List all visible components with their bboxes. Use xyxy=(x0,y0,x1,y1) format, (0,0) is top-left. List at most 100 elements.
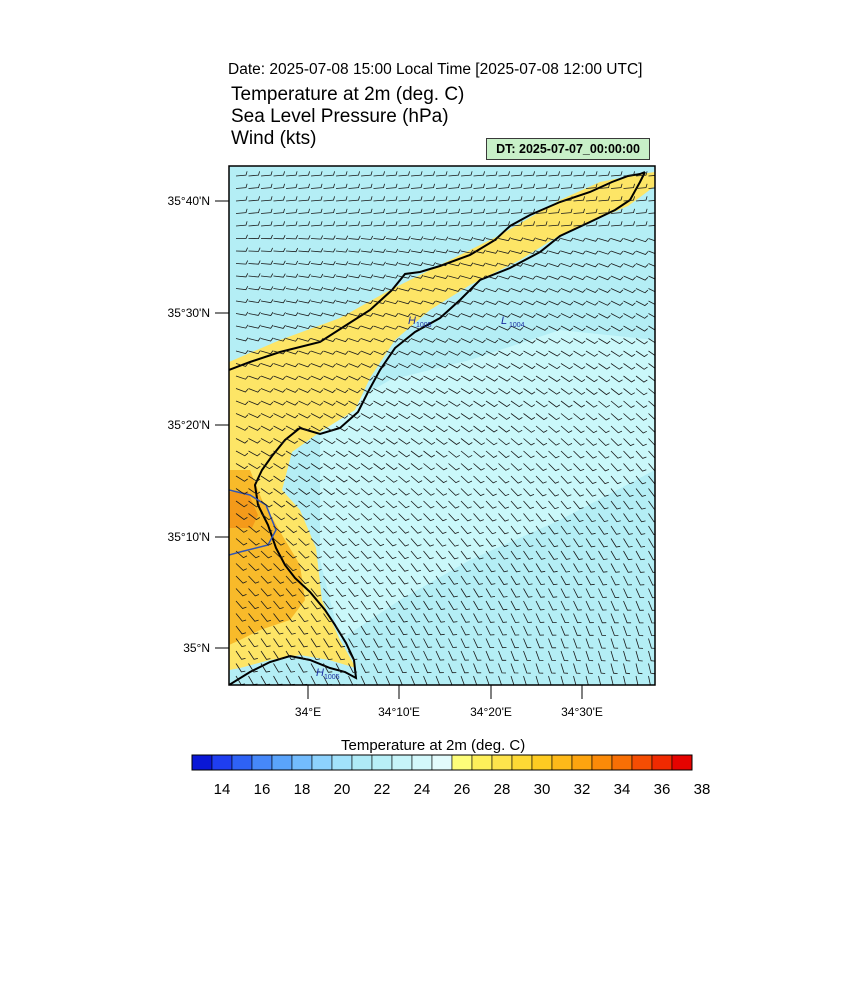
wind-barb xyxy=(560,613,570,624)
wind-barb xyxy=(598,300,611,306)
wind-barb xyxy=(298,171,310,177)
wind-barb xyxy=(360,600,371,610)
lon-label: 34°E xyxy=(295,705,321,719)
wind-barb xyxy=(498,513,509,522)
wind-barb xyxy=(335,575,347,585)
wind-barb xyxy=(310,525,323,534)
wind-barb xyxy=(285,400,299,406)
wind-barb xyxy=(360,463,373,470)
wind-barb xyxy=(610,563,620,573)
wind-barb xyxy=(610,413,623,421)
wind-barb xyxy=(573,338,586,344)
wind-barb xyxy=(235,171,248,177)
wind-barb xyxy=(460,525,472,535)
wind-barb xyxy=(610,550,621,561)
wind-barb xyxy=(523,275,536,280)
wind-barb xyxy=(435,563,447,572)
wind-barb xyxy=(485,563,496,573)
wind-barb xyxy=(285,221,298,227)
wind-barb xyxy=(285,500,298,508)
wind-barb xyxy=(635,196,648,202)
wind-barb xyxy=(398,675,407,685)
wind-barb xyxy=(560,463,572,472)
wind-barb xyxy=(560,388,573,395)
wind-barb xyxy=(448,208,460,214)
wind-barb xyxy=(473,288,486,293)
wind-barb xyxy=(635,208,648,214)
wind-barb xyxy=(410,300,424,305)
colorbar-cell xyxy=(271,754,293,771)
wind-barb xyxy=(648,438,655,446)
wind-barb xyxy=(648,338,655,344)
wind-barb xyxy=(273,363,286,368)
wind-barb xyxy=(523,375,536,382)
wind-barb xyxy=(635,550,645,561)
wind-barb xyxy=(485,500,497,509)
wind-barb xyxy=(460,513,472,522)
wind-barb xyxy=(585,171,598,177)
wind-barb xyxy=(273,312,286,317)
wind-barb xyxy=(510,663,519,674)
wind-barb xyxy=(348,287,361,292)
wind-barb xyxy=(473,563,484,573)
wind-barb xyxy=(598,463,610,472)
wind-barb xyxy=(410,675,419,685)
wind-barb xyxy=(485,208,498,214)
wind-barb xyxy=(498,375,511,382)
wind-barb xyxy=(335,312,349,317)
wind-barb xyxy=(460,388,474,395)
wind-barb xyxy=(598,400,610,408)
wind-barb xyxy=(348,363,361,368)
wind-barb xyxy=(260,650,271,660)
wind-barb xyxy=(273,500,286,508)
wind-barb xyxy=(360,488,373,496)
wind-barb xyxy=(498,275,511,280)
wind-barb xyxy=(260,247,273,252)
wind-barb xyxy=(260,400,274,406)
wind-barb xyxy=(510,338,524,344)
wind-barb xyxy=(323,663,333,673)
wind-barb xyxy=(635,313,649,319)
wind-barb xyxy=(548,550,558,560)
wind-barb xyxy=(585,375,598,383)
wind-barb xyxy=(460,563,471,573)
colorbar-cell xyxy=(471,754,493,771)
colorbar-title: Temperature at 2m (deg. C) xyxy=(341,737,526,754)
wind-barb xyxy=(348,463,361,470)
wind-barb xyxy=(623,463,635,472)
wind-barb xyxy=(610,513,621,523)
wind-barb xyxy=(435,249,449,254)
wind-barb xyxy=(585,650,594,662)
wind-barb xyxy=(623,363,636,370)
wind-barb xyxy=(523,171,535,177)
wind-barb xyxy=(610,588,620,599)
wind-barb xyxy=(373,638,383,648)
wind-barb xyxy=(573,563,583,573)
wind-barb xyxy=(360,538,372,547)
wind-barb xyxy=(398,338,411,343)
wind-barb xyxy=(610,238,624,242)
wind-barb xyxy=(423,236,436,241)
wind-barb xyxy=(573,300,586,306)
wind-barb xyxy=(285,475,298,483)
wind-barb xyxy=(560,183,573,189)
wind-barb xyxy=(598,575,608,586)
wind-barb xyxy=(548,625,557,636)
wind-barb xyxy=(373,171,385,177)
wind-barb xyxy=(423,325,436,330)
wind-barb xyxy=(348,600,359,610)
wind-barb xyxy=(398,450,411,458)
wind-barb xyxy=(448,338,461,343)
wind-barb xyxy=(460,183,473,189)
wind-barb xyxy=(260,475,273,482)
wind-barb xyxy=(273,208,285,214)
wind-barb xyxy=(398,588,409,598)
wind-barb xyxy=(248,488,261,495)
wind-barb xyxy=(323,575,334,585)
wind-barb xyxy=(498,475,510,484)
wind-barb xyxy=(248,600,259,610)
wind-barb xyxy=(448,438,461,445)
wind-barb xyxy=(348,575,359,585)
wind-barb xyxy=(523,338,536,344)
